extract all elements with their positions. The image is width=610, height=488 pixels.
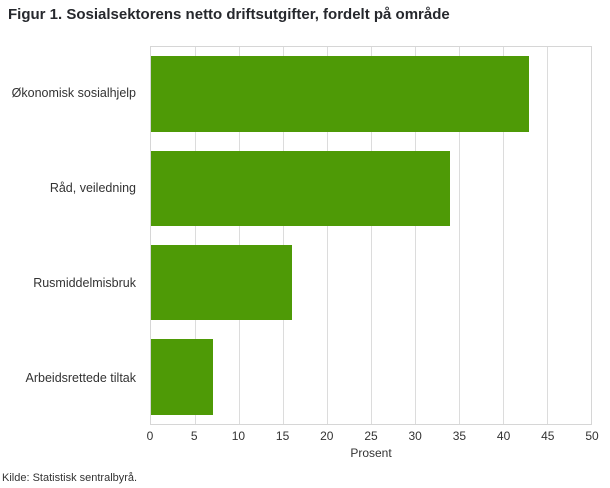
gridline — [459, 47, 460, 424]
bar-row — [151, 330, 591, 424]
x-axis: 0 5 10 15 20 25 30 35 40 45 50 — [146, 429, 599, 445]
category-label: Økonomisk sosialhjelp — [11, 86, 136, 101]
gridline — [327, 47, 328, 424]
bar — [151, 339, 213, 415]
x-tick-label: 20 — [320, 429, 334, 443]
bar-row — [151, 141, 591, 235]
gridline — [503, 47, 504, 424]
gridline — [371, 47, 372, 424]
gridline — [283, 47, 284, 424]
x-tick-label: 25 — [364, 429, 378, 443]
category-label: Arbeidsrettede tiltak — [25, 370, 136, 385]
category-label: Rusmiddelmisbruk — [33, 275, 136, 290]
y-axis-labels: Økonomisk sosialhjelp Råd, veiledning Rusm… — [0, 46, 142, 425]
x-tick-label: 40 — [496, 429, 511, 443]
bar-row — [151, 236, 591, 330]
gridline — [415, 47, 416, 424]
source-note: Kilde: Statistisk sentralbyrå. — [2, 472, 138, 484]
chart-title: Figur 1. Sosialsektorens netto driftsutg… — [8, 6, 450, 23]
x-tick-label: 35 — [452, 429, 467, 443]
category-label: Råd, veiledning — [49, 181, 136, 196]
x-axis-title: Prosent — [350, 446, 392, 460]
bar — [151, 56, 530, 132]
x-tick-label: 0 — [146, 429, 154, 443]
x-tick-label: 5 — [190, 429, 198, 443]
x-tick-label: 30 — [408, 429, 422, 443]
x-tick-label: 10 — [231, 429, 246, 443]
bars — [151, 47, 591, 424]
plot-gridlines — [151, 47, 591, 424]
plot-area — [150, 46, 592, 425]
gridline — [239, 47, 240, 424]
bar — [151, 244, 292, 321]
x-tick-label: 15 — [275, 429, 290, 443]
gridline — [195, 47, 196, 424]
gridline — [547, 47, 548, 424]
x-tick-label: 50 — [585, 429, 599, 443]
bar-row — [151, 47, 591, 141]
x-tick-label: 45 — [541, 429, 555, 443]
bar — [151, 150, 451, 227]
